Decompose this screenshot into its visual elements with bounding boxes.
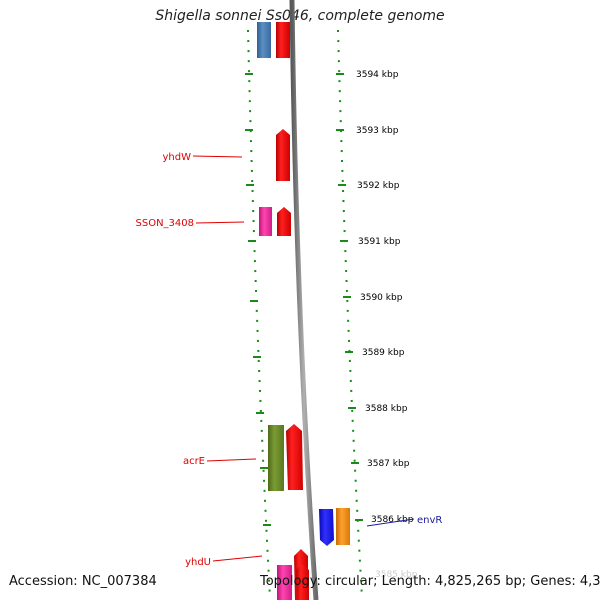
gene-label-envR[interactable]: envR <box>417 515 442 526</box>
gene-yhdU-red-2[interactable] <box>296 564 309 600</box>
yhdW-connector-line <box>192 155 243 158</box>
gene-envR-blue[interactable] <box>319 509 334 546</box>
tick-label-3594: 3594 kbp <box>356 70 399 80</box>
gene-blue-top[interactable] <box>257 22 271 58</box>
gene-SSON-3408[interactable] <box>277 207 291 236</box>
envR-connector-line <box>366 518 415 527</box>
gene-label-yhdW[interactable]: yhdW <box>163 152 192 163</box>
gene-green-acrE-neighbor[interactable] <box>268 425 284 491</box>
gene-label-acrE[interactable]: acrE <box>183 456 205 467</box>
gene-SSON-3408-pink[interactable] <box>259 207 272 236</box>
left-tick-marks <box>245 73 271 526</box>
acrE-connector-line <box>206 458 257 462</box>
tick-label-3593: 3593 kbp <box>356 126 399 136</box>
map-title: Shigella sonnei Ss046, complete genome <box>155 8 445 24</box>
tick-label-3587: 3587 kbp <box>367 459 410 469</box>
tick-label-3590: 3590 kbp <box>360 293 403 303</box>
SSON-3408-connector-line <box>195 221 245 224</box>
inner-dotted-track <box>247 29 271 599</box>
gene-envR[interactable] <box>336 508 350 545</box>
tick-label-3591: 3591 kbp <box>358 237 401 247</box>
gene-label-yhdU[interactable]: yhdU <box>185 557 211 568</box>
gene-acrE[interactable] <box>286 424 303 490</box>
gene-label-SSON-3408[interactable]: SSON_3408 <box>136 218 195 229</box>
tick-label-3589: 3589 kbp <box>362 348 405 358</box>
gene-red-top[interactable] <box>276 22 290 58</box>
gene-yhdW[interactable] <box>276 129 290 181</box>
accession-text: Accession: NC_007384 <box>9 574 157 589</box>
tick-label-3588: 3588 kbp <box>365 404 408 414</box>
yhdU-connector-line <box>212 555 263 562</box>
tick-label-3586: 3586 kbp <box>371 515 414 525</box>
right-tick-marks <box>336 73 363 521</box>
tick-label-3592: 3592 kbp <box>357 181 400 191</box>
tick-label-3585: 3585 kbp <box>375 570 418 580</box>
genome-backbone <box>289 0 319 600</box>
gene-yhdU-pink[interactable] <box>277 565 292 600</box>
genome-summary-text: Topology: circular; Length: 4,825,265 bp… <box>260 574 600 589</box>
